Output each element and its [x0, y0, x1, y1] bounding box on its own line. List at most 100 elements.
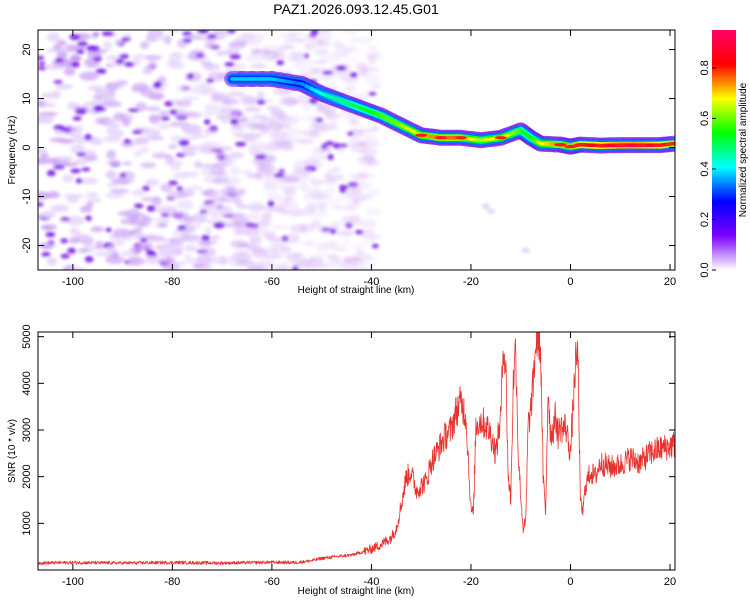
- spectrogram-noise-blob: [46, 256, 58, 267]
- spectrogram-noise-blob: [77, 248, 89, 253]
- spectrogram-noise-blob: [84, 134, 93, 141]
- spectrogram-noise-blob: [162, 262, 180, 270]
- spectrogram-noise-blob: [337, 142, 347, 151]
- x-tick-label: -100: [62, 276, 84, 288]
- spectrogram-noise-blob: [164, 100, 174, 107]
- spectrogram-noise-blob: [219, 192, 239, 203]
- spectrogram-noise-blob: [229, 152, 244, 159]
- spectrogram-noise-blob: [38, 115, 55, 124]
- spectrogram-noise-blob: [262, 44, 280, 50]
- spectrogram-noise-blob: [338, 184, 349, 190]
- spectrogram-noise-blob: [347, 36, 361, 45]
- spectrogram-noise-blob: [140, 41, 150, 50]
- spectrogram-noise-blob: [97, 88, 109, 96]
- colorbar-tick-label: 0.6: [699, 111, 711, 126]
- spectrogram-noise-blob: [305, 33, 320, 43]
- snr-panel: -100 -80 -60 -40 -20 0 20 1000 2000 3000 4000 5000…: [7, 324, 676, 597]
- spectrogram-noise-blob: [355, 249, 366, 255]
- spectrogram-noise-blob: [298, 182, 309, 191]
- spectrogram-noise-blob: [203, 203, 219, 210]
- spectrogram-noise-blob: [200, 240, 218, 246]
- spectrogram-noise-blob: [210, 165, 225, 176]
- spectrogram-noise-blob: [291, 202, 300, 210]
- spectrogram-noise-blob: [142, 185, 150, 192]
- spectrogram-noise-blob: [203, 43, 221, 50]
- spectrogram-noise-blob: [282, 177, 301, 183]
- spectrogram-noise-blob: [277, 115, 293, 123]
- spectrogram-noise-blob: [38, 61, 46, 66]
- spectrogram-ridge-peak: [455, 136, 468, 140]
- spectrogram-noise-blob: [244, 54, 264, 62]
- spectrogram-noise-blob: [52, 90, 61, 99]
- spectrogram-noise-blob: [120, 250, 132, 256]
- spectrogram-noise-blob: [250, 63, 268, 69]
- spectrogram-noise-blob: [167, 144, 178, 150]
- spectrogram-noise-blob: [292, 266, 299, 270]
- spectrogram-noise-blob: [75, 178, 83, 184]
- spectrogram-noise-blob: [301, 129, 318, 137]
- y-tick-label: 0: [21, 144, 33, 150]
- spectrogram-noise-blob: [56, 50, 68, 61]
- spectrogram-noise-blob: [262, 97, 274, 104]
- spectrogram-noise-blob: [109, 188, 130, 194]
- spectrogram-noise-blob: [195, 255, 212, 264]
- spectrogram-noise-blob: [90, 226, 105, 233]
- spectrogram-noise-blob: [344, 192, 353, 203]
- spectrogram-noise-blob: [339, 189, 346, 194]
- x-tick-label: 20: [664, 576, 676, 588]
- spectrogram-noise-blob: [311, 147, 324, 158]
- spectrogram-noise-blob: [132, 57, 142, 66]
- spectrogram-noise-blob: [75, 125, 85, 132]
- spectrogram-noise-blob: [145, 235, 165, 242]
- spectrogram-noise-blob: [352, 194, 363, 202]
- spectrogram-noise-blob: [224, 256, 234, 263]
- spectrogram-noise-blob: [360, 67, 369, 76]
- y-tick-label: 10: [21, 92, 33, 104]
- spectrogram-noise-blob: [38, 66, 47, 71]
- spectrogram-noise-blob: [224, 185, 240, 195]
- spectrogram-noise-blob: [312, 160, 325, 169]
- spectrogram-noise-blob: [179, 136, 199, 141]
- y-tick-label: 20: [21, 43, 33, 55]
- spectrogram-noise-blob: [112, 228, 132, 238]
- spectrogram-noise-blob: [133, 150, 143, 157]
- x-tick-label: 0: [567, 576, 573, 588]
- spectrogram-noise-blob: [348, 203, 365, 208]
- spectrogram-noise-blob: [152, 152, 169, 159]
- spectrogram-ridge-peak: [564, 144, 577, 149]
- figure-title: PAZ1.2026.093.12.45.G01: [273, 1, 439, 17]
- spectrogram-noise-blob: [321, 125, 338, 131]
- spectrogram-noise-blob: [134, 203, 144, 209]
- spectrogram-noise-blob: [185, 244, 198, 253]
- spectrogram-noise-blob: [370, 84, 381, 90]
- spectrogram-noise-blob: [261, 212, 272, 222]
- spectrogram-ridge-peak: [594, 143, 607, 148]
- spectrogram-noise-blob: [247, 212, 262, 221]
- spectrogram-noise-blob: [63, 193, 84, 199]
- spectrogram-noise-blob: [38, 111, 58, 117]
- spectrogram-noise-blob: [170, 135, 182, 143]
- spectrogram-noise-blob: [176, 260, 187, 266]
- spectrogram-noise-blob: [329, 204, 341, 210]
- spectrogram-noise-blob: [140, 197, 160, 202]
- spectrogram-noise-blob: [204, 103, 219, 112]
- spectrogram-noise-blob: [67, 267, 86, 270]
- spectrogram-noise-blob: [191, 263, 211, 269]
- spectrogram-noise-blob: [164, 159, 184, 166]
- spectrogram-noise-blob: [252, 48, 271, 54]
- spectrogram-noise-blob: [194, 160, 203, 169]
- spectrogram-noise-blob: [148, 33, 159, 39]
- spectrogram-noise-blob: [302, 103, 312, 112]
- snr-frame: [37, 331, 676, 571]
- spectrogram-noise-blob: [206, 78, 214, 83]
- spectrogram-noise-blob: [146, 205, 156, 212]
- spectrogram-noise-blob: [298, 66, 319, 75]
- spectrogram-noise-blob: [70, 54, 80, 60]
- spectrogram-noise-blob: [344, 47, 362, 53]
- spectrogram-noise-blob: [85, 192, 99, 198]
- spectrogram-noise-blob: [347, 117, 359, 126]
- spectrogram-noise-blob: [360, 148, 378, 155]
- spectrogram-noise-blob: [204, 128, 218, 135]
- spectrogram-noise-blob: [227, 91, 245, 96]
